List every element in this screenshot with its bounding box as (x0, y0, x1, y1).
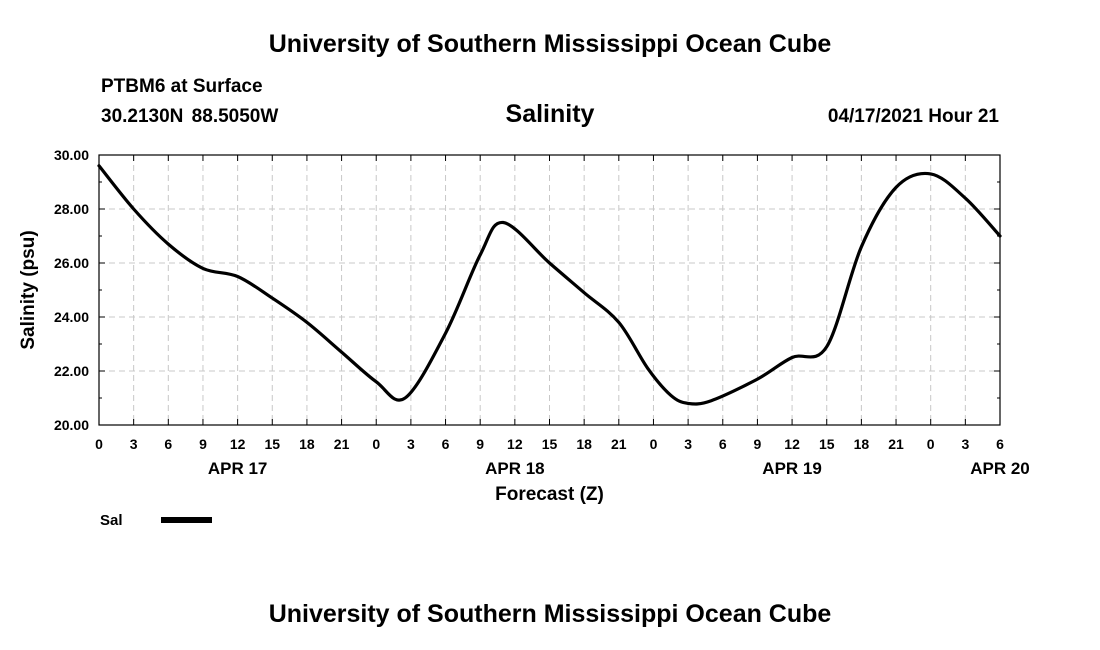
x-tick-label: 6 (442, 436, 450, 452)
series-layer (97, 164, 1002, 406)
x-tick-label: 21 (611, 436, 627, 452)
x-tick-label: 3 (684, 436, 692, 452)
y-tick-label: 22.00 (54, 363, 89, 379)
y-tick-label: 26.00 (54, 255, 89, 271)
station-coordinates: 30.2130N 88.5050W (101, 106, 279, 127)
chart-title: Salinity (505, 100, 595, 128)
day-label: APR 20 (970, 459, 1030, 478)
x-tick-label: 15 (264, 436, 280, 452)
x-tick-label: 9 (476, 436, 484, 452)
x-tick-label: 15 (819, 436, 835, 452)
day-label: APR 19 (762, 459, 822, 478)
y-tick-label: 24.00 (54, 309, 89, 325)
day-label: APR 18 (485, 459, 545, 478)
y-tick-label: 28.00 (54, 201, 89, 217)
x-tick-label: 0 (650, 436, 658, 452)
x-tick-label: 9 (199, 436, 207, 452)
x-tick-label: 15 (542, 436, 558, 452)
y-tick-label: 30.00 (54, 147, 89, 163)
legend-label: Sal (100, 512, 123, 529)
tick-labels: 0 3 6 9 12 15 18 21 0 3 6 9 12 15 18 21 0 3 6 9 12 15 18 21 0 3 6 2… (18, 147, 1030, 505)
x-tick-label: 3 (130, 436, 138, 452)
axes (98, 154, 1001, 426)
y-axis-label: Salinity (psu) (18, 230, 39, 349)
x-tick-label: 18 (576, 436, 592, 452)
x-tick-label: 0 (95, 436, 103, 452)
x-tick-label: 18 (854, 436, 870, 452)
day-label: APR 17 (208, 459, 268, 478)
x-tick-label: 9 (754, 436, 762, 452)
plot-frame (98, 154, 1001, 426)
x-tick-label: 6 (996, 436, 1004, 452)
x-tick-label: 12 (230, 436, 246, 452)
x-tick-label: 0 (927, 436, 935, 452)
x-tick-label: 6 (719, 436, 727, 452)
grid-lines (99, 155, 1000, 425)
x-tick-label: 21 (888, 436, 904, 452)
x-tick-label: 18 (299, 436, 315, 452)
station-name: PTBM6 at Surface (101, 76, 263, 97)
y-tick-label: 20.00 (54, 417, 89, 433)
x-tick-label: 3 (407, 436, 415, 452)
forecast-datetime: 04/17/2021 Hour 21 (827, 106, 999, 127)
legend: Sal (100, 512, 212, 529)
x-axis-label: Forecast (Z) (495, 484, 604, 505)
x-tick-label: 12 (507, 436, 523, 452)
footer-title: University of Southern Mississippi Ocean… (268, 600, 832, 628)
x-tick-label: 0 (372, 436, 380, 452)
series-line-sal (97, 164, 1002, 406)
x-tick-label: 6 (164, 436, 172, 452)
x-tick-label: 3 (961, 436, 969, 452)
x-tick-label: 21 (334, 436, 350, 452)
page-title: University of Southern Mississippi Ocean… (268, 30, 832, 58)
x-tick-label: 12 (784, 436, 800, 452)
